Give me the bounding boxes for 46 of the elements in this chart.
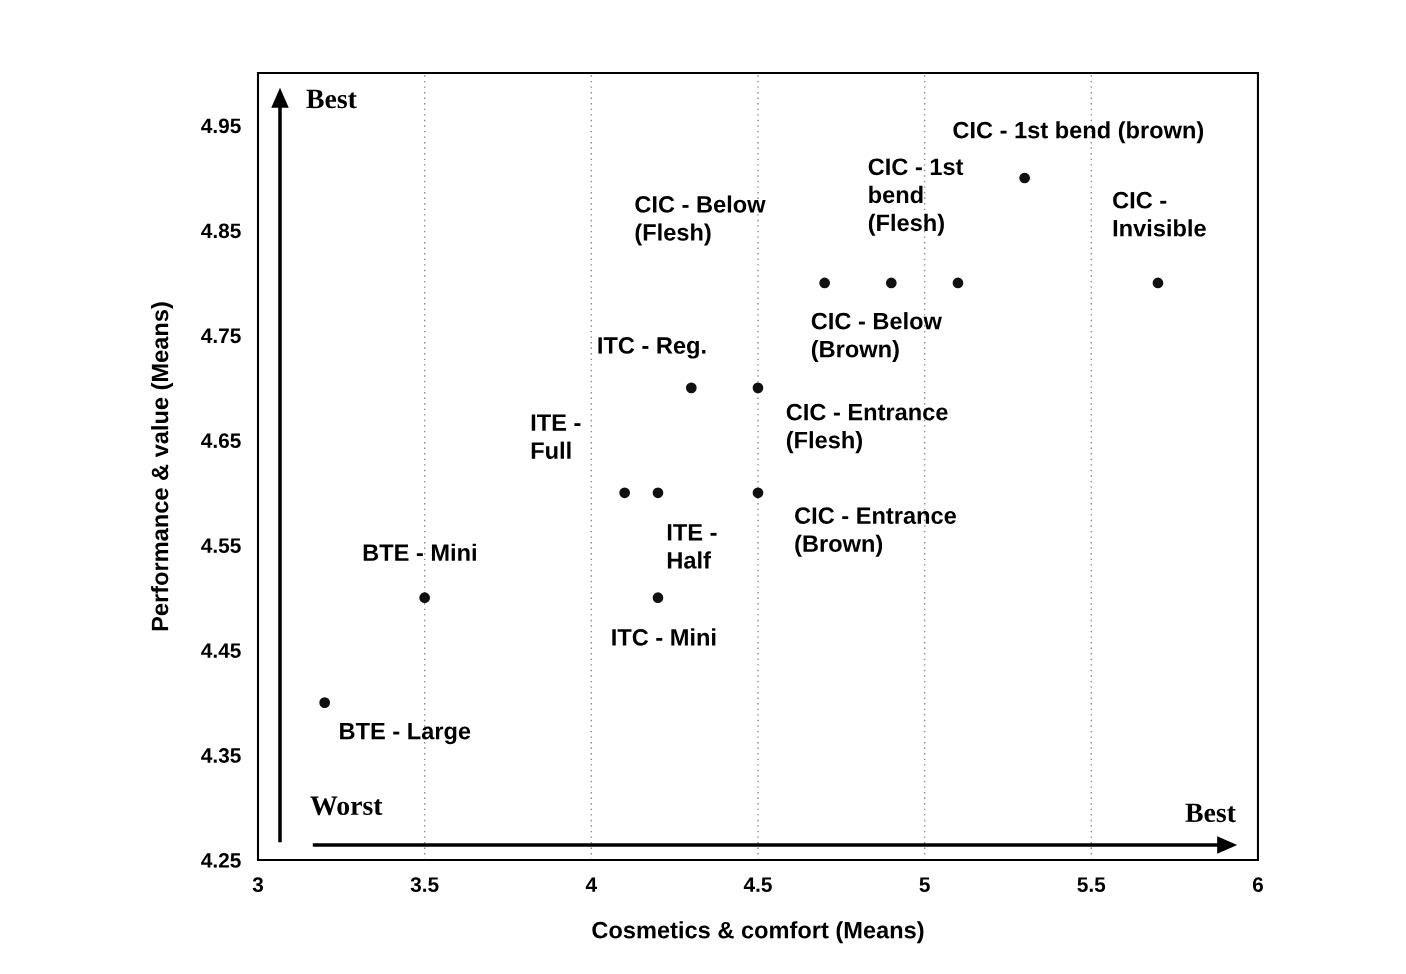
annotation: BTE - Large [340, 722, 471, 745]
x-tick-label: 5.5 [1077, 877, 1106, 893]
point [752, 382, 764, 394]
x-tick-label: 3 [252, 877, 264, 893]
y-tick-label: 4.95 [201, 118, 241, 134]
y-tick-label: 4.25 [201, 853, 241, 868]
point [885, 277, 897, 289]
annotation: ITE - Full [531, 414, 581, 459]
x-tick-label: 4.5 [743, 877, 772, 893]
annotation: ITC - Reg. [598, 337, 706, 359]
y-tick-label: 4.75 [201, 328, 241, 344]
annotation: Best [1185, 803, 1236, 823]
annotation: CIC - Entrance (Brown) [795, 507, 956, 557]
y-tick-label: 4.45 [201, 643, 241, 658]
x-tick-label: 6 [1252, 877, 1263, 893]
annotation: Worst [310, 796, 383, 816]
point [685, 382, 697, 394]
annotation: CIC - 1st bend (brown) [953, 121, 1204, 144]
y-tick-label: 4.65 [201, 433, 241, 449]
annotation: CIC - Entrance (Flesh) [786, 403, 948, 454]
point [952, 277, 964, 289]
y-tick-label: 4.55 [201, 538, 241, 553]
x-axis-title: Cosmetics & comfort (Means) [592, 921, 924, 944]
annotation: CIC - 1st bend (Flesh) [868, 158, 964, 236]
point [619, 487, 631, 499]
point [752, 487, 764, 499]
annotation: Best [306, 89, 357, 109]
x-tick-label: 4 [585, 877, 597, 892]
point [1019, 172, 1030, 184]
x-tick-label: 3.5 [410, 877, 439, 893]
annotation: CIC - Invisible [1113, 191, 1206, 237]
x-tick-label: 5 [919, 877, 930, 893]
annotation: ITC - Mini [612, 628, 716, 646]
annotation: CIC - Below (Brown) [811, 312, 942, 363]
point [652, 487, 664, 499]
point [652, 592, 664, 604]
annotation: ITE - Half [667, 524, 717, 569]
point [319, 697, 331, 708]
y-tick-label: 4.85 [201, 223, 241, 239]
point [1152, 277, 1164, 289]
y-axis-title: Performance & value (Means) [151, 302, 174, 631]
annotation: CIC - Below (Flesh) [635, 195, 766, 246]
point [819, 277, 830, 289]
y-tick-label: 4.35 [201, 748, 241, 763]
annotation: BTE - Mini [363, 543, 476, 561]
point [419, 592, 431, 604]
